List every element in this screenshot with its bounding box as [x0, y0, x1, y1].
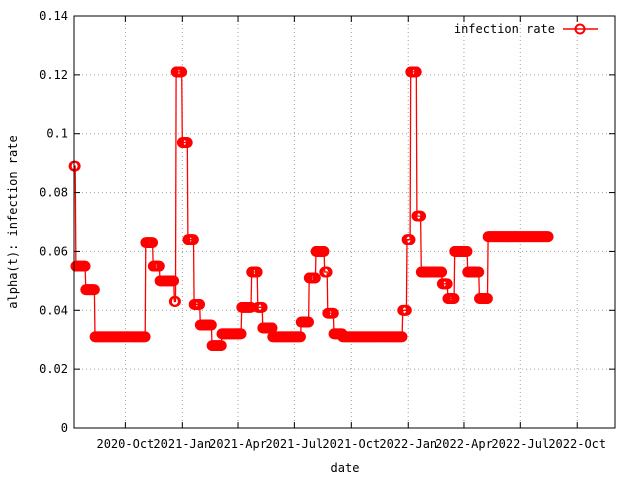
y-tick-label: 0.02 — [39, 362, 68, 376]
x-tick-label: 2022-Jul — [491, 437, 549, 451]
data-point — [89, 284, 100, 296]
series-layer — [68, 66, 554, 352]
y-tick-label: 0.1 — [46, 127, 68, 141]
data-point — [147, 237, 159, 249]
data-point — [318, 246, 330, 257]
data-point — [295, 331, 306, 343]
grid — [74, 16, 615, 428]
data-point — [410, 66, 422, 78]
data-point — [235, 328, 247, 340]
data-point — [176, 66, 188, 78]
x-tick-label: 2022-Jan — [379, 437, 437, 451]
data-point — [303, 316, 315, 328]
series-line — [74, 71, 549, 347]
data-point — [321, 266, 333, 278]
data-point — [436, 266, 448, 278]
data-point — [194, 298, 206, 310]
x-tick-label: 2021-Oct — [322, 437, 380, 451]
data-point — [441, 278, 453, 290]
data-point — [168, 275, 180, 287]
y-tick-label: 0.04 — [39, 303, 68, 317]
data-point — [170, 296, 181, 307]
y-tick-label: 0.06 — [39, 244, 68, 258]
y-tick-label: 0 — [61, 421, 68, 435]
x-tick-label: 2020-Oct — [96, 437, 154, 451]
data-point — [461, 246, 473, 257]
x-tick-label: 2022-Apr — [435, 437, 493, 451]
data-point — [79, 260, 91, 272]
legend: infection rate — [454, 22, 598, 36]
x-tick-label: 2022-Oct — [548, 437, 606, 451]
data-point — [139, 331, 151, 343]
data-point — [310, 272, 321, 284]
plot-frame — [73, 15, 616, 429]
data-point — [400, 304, 412, 316]
data-point — [181, 137, 193, 148]
data-point — [327, 307, 339, 319]
y-tick-label: 0.14 — [39, 9, 68, 23]
data-point — [448, 293, 460, 304]
y-ticks: 0 0.02 0.04 0.06 0.08 0.1 0.12 0.14 — [39, 9, 615, 435]
x-axis-label: date — [331, 461, 360, 475]
data-point — [206, 319, 217, 331]
x-tick-label: 2021-Apr — [209, 437, 267, 451]
data-point — [396, 331, 408, 343]
y-tick-label: 0.12 — [39, 68, 68, 82]
data-point — [256, 301, 268, 313]
data-point — [69, 160, 81, 172]
x-tick-label: 2021-Jul — [265, 437, 323, 451]
data-point — [251, 266, 263, 278]
data-point — [404, 234, 416, 246]
data-point — [482, 293, 493, 304]
y-axis-label: alpha(t): infection rate — [6, 135, 20, 308]
data-point — [473, 266, 485, 278]
data-point — [542, 231, 554, 243]
data-point — [215, 340, 227, 352]
legend-marker — [574, 23, 586, 35]
data-point — [415, 210, 427, 222]
data-point — [154, 260, 165, 272]
legend-label: infection rate — [454, 22, 555, 36]
data-point — [188, 234, 199, 246]
y-tick-label: 0.08 — [39, 186, 68, 200]
x-tick-label: 2021-Jan — [153, 437, 211, 451]
